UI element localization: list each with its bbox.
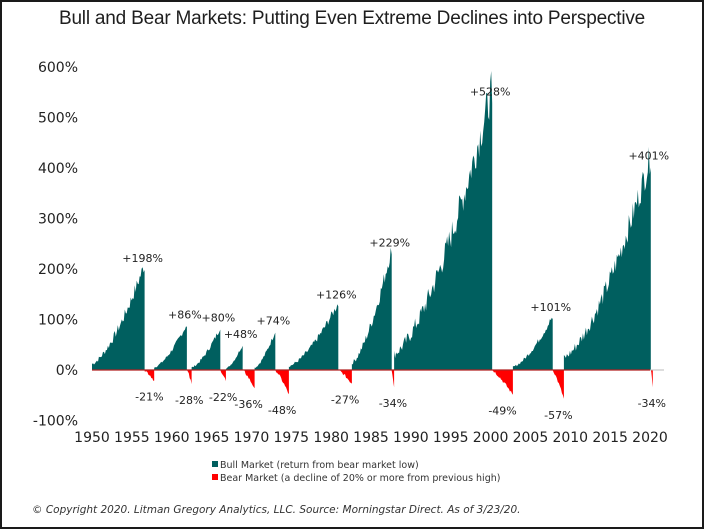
y-tick-label: 300% <box>38 212 78 228</box>
bear-market-area <box>220 370 226 382</box>
legend: Bull Market (return from bear market low… <box>212 459 500 485</box>
bear-market-area <box>492 370 513 395</box>
x-tick-label: 2010 <box>552 430 588 446</box>
x-tick-label: 2005 <box>513 430 549 446</box>
legend-swatch-bear <box>212 474 218 480</box>
bull-market-area <box>512 317 553 370</box>
bull-peak-label: +74% <box>257 315 291 328</box>
chart-title: Bull and Bear Markets: Putting Even Extr… <box>58 8 646 29</box>
bear-market-area <box>650 370 653 388</box>
bull-market-area <box>225 345 243 370</box>
bull-peak-label: +229% <box>369 236 410 249</box>
bear-trough-label: -22% <box>209 391 237 404</box>
legend-label-bull: Bull Market (return from bear market low… <box>220 460 419 471</box>
bull-market-area <box>92 267 145 370</box>
bear-market-area <box>144 370 155 381</box>
bull-peak-label: +86% <box>168 309 202 322</box>
bull-market-area <box>154 326 187 370</box>
bear-trough-label: -34% <box>638 397 666 410</box>
y-tick-label: 200% <box>38 262 78 278</box>
y-tick-label: 400% <box>38 161 78 177</box>
chart-plot: 600%500%400%300%200%100%0%-100%1950 1955 1… <box>33 60 669 446</box>
bull-peak-label: +401% <box>628 149 669 162</box>
bear-trough-label: -21% <box>135 391 163 404</box>
legend-item-bear: Bear Market (a decline of 20% or more fr… <box>212 472 500 485</box>
x-tick-label: 1950 <box>74 430 110 446</box>
y-tick-label: -100% <box>33 414 78 430</box>
x-tick-label: 1960 <box>154 430 190 446</box>
bear-trough-label: -36% <box>234 398 262 411</box>
legend-label-bear: Bear Market (a decline of 20% or more fr… <box>220 473 501 484</box>
bull-market-area <box>351 247 392 370</box>
bull-market-area <box>288 304 339 370</box>
x-tick-label: 1995 <box>433 430 469 446</box>
bull-market-area <box>254 332 276 370</box>
legend-swatch-bull <box>212 461 218 467</box>
bull-peak-label: +126% <box>316 288 357 301</box>
bear-market-area <box>242 370 255 389</box>
y-tick-label: 0% <box>56 363 78 379</box>
bear-trough-label: -57% <box>544 409 572 422</box>
x-tick-label: 1985 <box>353 430 389 446</box>
y-tick-label: 600% <box>38 60 78 76</box>
bull-market-area <box>394 71 493 370</box>
y-tick-label: 500% <box>38 111 78 127</box>
copyright-footer: © Copyright 2020. Litman Gregory Analyti… <box>32 504 521 516</box>
bear-trough-label: -34% <box>379 397 407 410</box>
x-tick-label: 2020 <box>632 430 668 446</box>
bull-peak-label: +528% <box>470 85 511 98</box>
x-tick-label: 1955 <box>114 430 150 446</box>
x-tick-label: 1970 <box>234 430 270 446</box>
bull-peak-label: +198% <box>122 252 163 265</box>
bull-market-area <box>563 146 651 370</box>
bear-market-area <box>391 370 395 388</box>
bear-market-area <box>275 370 289 395</box>
bear-trough-label: -49% <box>488 405 516 418</box>
bull-market-area <box>191 329 221 370</box>
bull-peak-label: +101% <box>530 301 571 314</box>
y-tick-label: 100% <box>38 313 78 329</box>
legend-item-bull: Bull Market (return from bear market low… <box>212 459 500 472</box>
bear-trough-label: -48% <box>268 404 296 417</box>
x-tick-label: 2015 <box>592 430 628 446</box>
x-tick-label: 2000 <box>473 430 509 446</box>
bull-peak-label: +80% <box>202 312 236 325</box>
bear-market-area <box>552 370 564 399</box>
x-tick-label: 1980 <box>313 430 349 446</box>
bear-trough-label: -27% <box>331 394 359 407</box>
bear-market-area <box>338 370 352 384</box>
bull-peak-label: +48% <box>224 328 258 341</box>
bear-trough-label: -28% <box>175 394 203 407</box>
x-tick-label: 1975 <box>273 430 309 446</box>
bear-market-area <box>186 370 192 385</box>
x-tick-label: 1990 <box>393 430 429 446</box>
x-tick-label: 1965 <box>194 430 230 446</box>
